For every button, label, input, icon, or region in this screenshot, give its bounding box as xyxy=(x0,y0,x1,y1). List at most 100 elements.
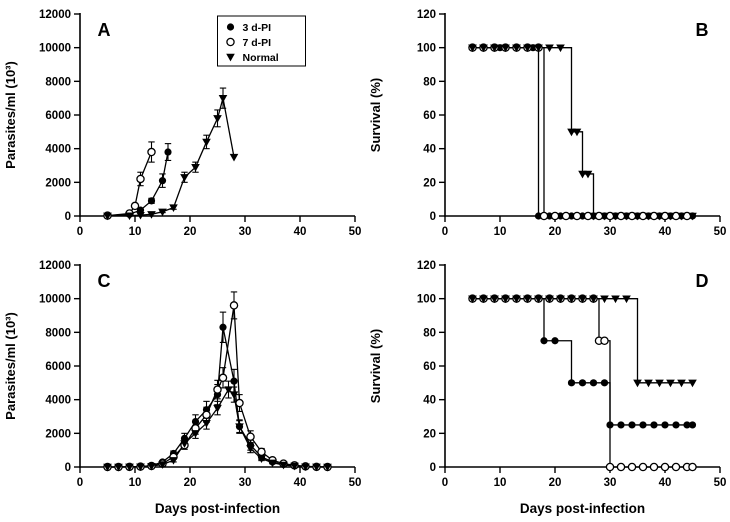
filled-triangle-marker-icon xyxy=(312,463,321,472)
open-circle-marker-icon xyxy=(226,37,235,47)
filled-triangle-marker-icon xyxy=(191,430,200,438)
chart-text: 20 xyxy=(184,226,197,238)
chart-text: Survival (%) xyxy=(368,78,383,152)
chart-text: 4000 xyxy=(45,395,71,407)
chart-text: 40 xyxy=(423,395,436,407)
chart-text: 8000 xyxy=(45,76,71,88)
filled-triangle-marker-icon xyxy=(622,295,631,304)
chart-text: 10 xyxy=(129,477,142,489)
chart-text: 60 xyxy=(423,110,436,122)
open-circle-marker-icon xyxy=(202,410,211,420)
filled-circle-marker-icon xyxy=(628,421,636,429)
open-circle-marker-icon xyxy=(638,462,648,472)
filled-circle-marker-icon xyxy=(578,379,587,387)
chart-text: 10000 xyxy=(39,43,71,55)
chart-text: Parasites/ml (10³) xyxy=(3,61,18,169)
chart-text: 40 xyxy=(294,226,307,238)
open-circle-marker-icon xyxy=(605,462,615,472)
filled-triangle-marker-icon xyxy=(229,391,239,400)
open-circle-marker-icon xyxy=(257,447,266,457)
filled-triangle-marker-icon xyxy=(301,463,310,472)
filled-triangle-marker-icon xyxy=(600,295,609,304)
series-line xyxy=(472,298,693,384)
filled-triangle-marker-icon xyxy=(169,457,178,465)
open-circle-marker-icon xyxy=(246,432,255,441)
filled-triangle-marker-icon xyxy=(572,128,582,137)
chart-text: Days post-infection xyxy=(155,501,280,516)
filled-circle-marker-icon xyxy=(672,421,680,429)
chart-text: 50 xyxy=(714,477,727,489)
filled-circle-marker-icon xyxy=(639,421,647,429)
chart-text: 6000 xyxy=(45,361,71,373)
filled-triangle-marker-icon xyxy=(655,379,664,388)
chart-text: 50 xyxy=(349,226,362,238)
filled-circle-marker-icon xyxy=(606,421,614,429)
filled-triangle-marker-icon xyxy=(688,379,697,388)
chart-text: 80 xyxy=(423,327,436,339)
chart-text: 20 xyxy=(184,477,197,489)
filled-triangle-marker-icon xyxy=(114,463,123,472)
chart-text: 8000 xyxy=(45,327,71,339)
chart-text: 6000 xyxy=(45,110,71,122)
chart-text: 2000 xyxy=(45,177,71,189)
chart-text: 0 xyxy=(430,211,436,223)
filled-triangle-marker-icon xyxy=(666,212,675,221)
filled-triangle-marker-icon xyxy=(202,138,211,147)
filled-triangle-marker-icon xyxy=(666,379,675,388)
filled-circle-marker-icon xyxy=(589,379,598,387)
chart-text: 30 xyxy=(604,226,617,238)
filled-triangle-marker-icon xyxy=(257,455,266,463)
filled-triangle-marker-icon xyxy=(655,212,664,221)
chart-text: D xyxy=(696,271,709,291)
filled-triangle-marker-icon xyxy=(479,44,488,53)
open-circle-marker-icon xyxy=(539,211,549,221)
chart-text: 10000 xyxy=(39,294,71,306)
filled-circle-marker-icon xyxy=(617,421,625,429)
filled-triangle-marker-icon xyxy=(589,295,598,304)
filled-triangle-marker-icon xyxy=(611,295,620,304)
filled-triangle-marker-icon xyxy=(534,44,543,53)
filled-circle-marker-icon xyxy=(158,177,167,185)
filled-triangle-marker-icon xyxy=(578,295,587,304)
filled-triangle-marker-icon xyxy=(136,463,145,472)
filled-triangle-marker-icon xyxy=(512,44,521,53)
filled-triangle-marker-icon xyxy=(290,462,299,471)
panel-c-parasitemia-chart: 0 10 20 30 40 50 0 2000 4000 6000 8000 10000 12000 Pa… xyxy=(3,260,362,516)
filled-triangle-marker-icon xyxy=(677,212,686,221)
filled-triangle-marker-icon xyxy=(567,295,576,304)
chart-text: 50 xyxy=(714,226,727,238)
filled-triangle-marker-icon xyxy=(633,212,642,221)
open-circle-marker-icon xyxy=(688,462,697,472)
filled-triangle-marker-icon xyxy=(578,170,587,179)
filled-triangle-marker-icon xyxy=(147,462,156,471)
filled-triangle-marker-icon xyxy=(169,204,178,212)
filled-triangle-marker-icon xyxy=(644,212,653,221)
open-circle-marker-icon xyxy=(130,201,140,211)
filled-triangle-marker-icon xyxy=(688,212,697,221)
filled-circle-marker-icon xyxy=(164,148,172,156)
filled-triangle-marker-icon xyxy=(589,212,598,221)
filled-circle-marker-icon xyxy=(219,323,227,331)
open-circle-marker-icon xyxy=(550,211,560,221)
filled-triangle-marker-icon xyxy=(567,128,576,137)
panel-d-survival-chart: 0 10 20 30 40 50 0 20 40 60 80 100 120 Survival (%) Da… xyxy=(368,260,727,516)
filled-triangle-marker-icon xyxy=(191,163,200,172)
filled-triangle-marker-icon xyxy=(633,379,642,388)
filled-triangle-marker-icon xyxy=(501,44,510,53)
filled-triangle-marker-icon xyxy=(556,295,565,304)
filled-circle-marker-icon xyxy=(567,379,576,387)
filled-triangle-marker-icon xyxy=(202,420,211,428)
chart-text: 0 xyxy=(442,226,448,238)
filled-circle-marker-icon xyxy=(226,23,235,31)
open-circle-marker-icon xyxy=(616,462,626,472)
filled-triangle-marker-icon xyxy=(323,463,332,472)
filled-circle-marker-icon xyxy=(180,434,189,442)
filled-triangle-marker-icon xyxy=(501,295,510,304)
chart-text: 50 xyxy=(349,477,362,489)
filled-triangle-marker-icon xyxy=(523,295,532,304)
filled-circle-marker-icon xyxy=(230,377,238,385)
chart-text: A xyxy=(98,20,111,40)
filled-triangle-marker-icon xyxy=(226,53,235,62)
chart-text: 0 xyxy=(430,462,436,474)
